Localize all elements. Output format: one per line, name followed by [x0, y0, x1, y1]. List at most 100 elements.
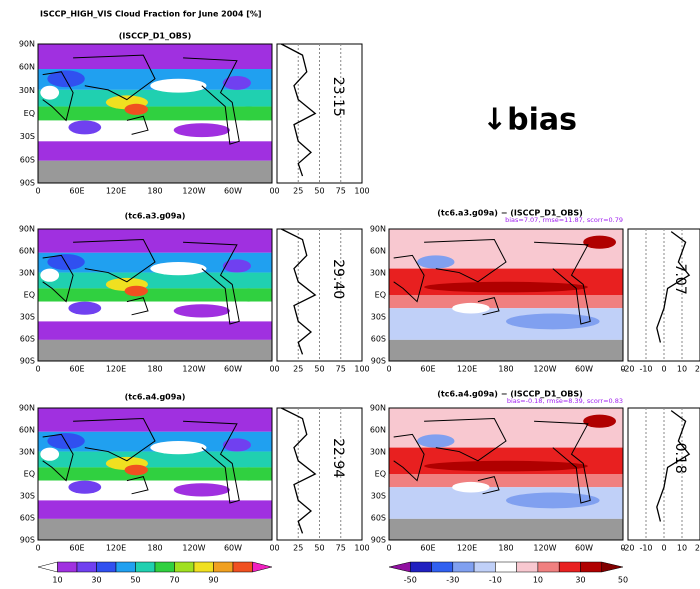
- coastline: [42, 433, 74, 482]
- coastline: [183, 420, 240, 504]
- colorbar-cell: [96, 561, 117, 573]
- lon-label: 60E: [69, 187, 84, 196]
- map-band: [38, 89, 272, 107]
- panel-stats: bias=7.07, rmse=11.87, scorr=0.79: [505, 216, 623, 224]
- map-band: [38, 518, 272, 540]
- map-band: [389, 474, 623, 488]
- zonal-tick-label: 75: [336, 187, 346, 196]
- map: [38, 44, 272, 183]
- colorbar-cell: [154, 561, 175, 573]
- lon-label: 180: [147, 365, 162, 374]
- colorbar-label: 30: [575, 576, 585, 585]
- coastline: [126, 115, 149, 135]
- lat-label: EQ: [24, 470, 35, 479]
- map-band: [38, 229, 272, 253]
- colorbar-cell: [388, 561, 411, 573]
- coastline: [183, 241, 240, 325]
- coastline: [73, 54, 156, 101]
- panel-title: (tc6.a4.g09a) − (ISCCP_D1_OBS): [437, 390, 583, 399]
- lat-label: 30N: [370, 448, 386, 457]
- lon-label: 180: [147, 544, 162, 553]
- map-region: [68, 480, 102, 494]
- zonal-tick-label: 25: [293, 187, 303, 196]
- map-region: [124, 464, 148, 476]
- colorbar-cell: [174, 561, 195, 573]
- lon-label: 0: [620, 365, 625, 374]
- map-region: [424, 460, 588, 472]
- map-band: [38, 431, 272, 452]
- lat-label: 90S: [20, 357, 35, 366]
- bias-annotation: ↓bias: [482, 103, 577, 138]
- lon-label: 180: [498, 544, 513, 553]
- map-region: [417, 434, 455, 448]
- map-region: [40, 85, 60, 100]
- map-region: [222, 438, 251, 452]
- lon-label: 0: [269, 544, 274, 553]
- map-band: [38, 321, 272, 340]
- coastline: [477, 297, 500, 316]
- colorbar-cell: [537, 561, 560, 573]
- colorbar-label: 70: [169, 576, 179, 585]
- colorbar-cell: [558, 561, 581, 573]
- zonal-tick-label: 0: [274, 187, 279, 196]
- colorbar-cell: [431, 561, 454, 573]
- zonal-profile: [656, 410, 691, 522]
- lat-label: 60N: [19, 63, 35, 72]
- coastline: [183, 57, 240, 145]
- coastline: [393, 254, 425, 303]
- coastline: [42, 254, 74, 303]
- lat-label: EQ: [375, 470, 386, 479]
- map-region: [173, 483, 230, 497]
- map-region: [236, 288, 261, 302]
- zonal-tick-label: -20: [621, 544, 634, 553]
- map-region: [424, 281, 588, 293]
- zonal-tick-label: 0: [274, 365, 279, 374]
- coastline: [126, 297, 149, 316]
- lat-label: 60S: [371, 514, 386, 523]
- map-band: [38, 252, 272, 273]
- lon-label: 60W: [224, 187, 242, 196]
- map-region: [173, 304, 230, 318]
- map-region: [222, 75, 251, 90]
- lat-label: 90S: [20, 179, 35, 188]
- map-region: [236, 467, 261, 481]
- colorbar-cell: [410, 561, 432, 573]
- lat-label: 90N: [19, 225, 35, 234]
- lon-label: 120W: [182, 365, 205, 374]
- zonal-tick-label: 0: [661, 544, 666, 553]
- zonal-tick-label: 100: [354, 544, 369, 553]
- zonal-tick-label: 100: [354, 365, 369, 374]
- map-region: [68, 120, 102, 135]
- zonal-profile: [280, 407, 317, 534]
- lon-label: 0: [269, 365, 274, 374]
- colorbar-cell: [516, 561, 539, 573]
- lat-label: 30N: [19, 448, 35, 457]
- lat-label: 90S: [20, 536, 35, 545]
- zonal-tick-label: 100: [354, 187, 369, 196]
- lon-label: 120W: [182, 544, 205, 553]
- lat-label: 60N: [370, 247, 386, 256]
- panel-title: (tc6.a3.g09a) − (ISCCP_D1_OBS): [437, 209, 583, 218]
- colorbar-cell: [473, 561, 496, 573]
- map-frame: [37, 43, 273, 184]
- map: [389, 229, 623, 361]
- lon-label: 120E: [106, 187, 126, 196]
- map-band: [389, 518, 623, 540]
- zonal-mean-value: 22.94: [330, 438, 346, 478]
- panel-stats: bias=-0.18, rmse=8.39, scorr=0.83: [507, 397, 623, 405]
- colorbar-cell: [213, 561, 234, 573]
- map-region: [417, 255, 455, 269]
- map-region: [222, 259, 251, 273]
- map-region: [150, 441, 207, 455]
- lat-label: 30S: [20, 132, 35, 141]
- zonal-tick-label: 0: [274, 544, 279, 553]
- colorbar-cell: [115, 561, 136, 573]
- lon-label: 0: [269, 187, 274, 196]
- map-band: [389, 295, 623, 309]
- lat-label: 30S: [20, 492, 35, 501]
- map-region: [236, 106, 261, 121]
- zonal-tick-label: 20: [695, 365, 700, 374]
- coastline: [534, 420, 591, 504]
- panel-title: (tc6.a4.g09a): [125, 393, 186, 402]
- lat-label: 90S: [371, 536, 386, 545]
